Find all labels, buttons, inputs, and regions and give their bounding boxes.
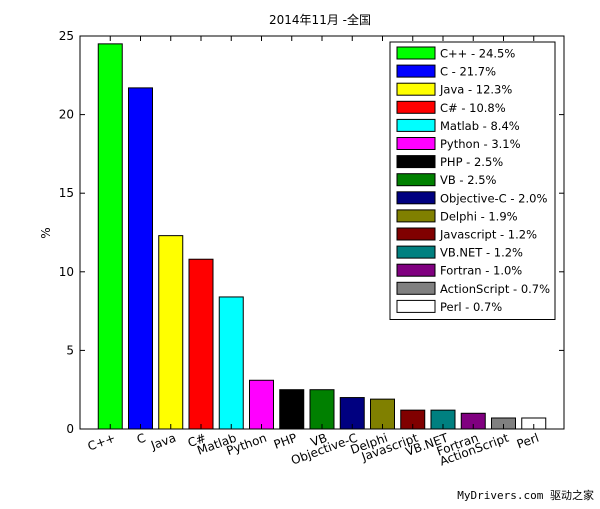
x-tick-label: C: [135, 431, 148, 447]
legend-swatch: [396, 64, 436, 78]
legend-swatch: [396, 227, 436, 241]
legend-label: Matlab - 8.4%: [440, 119, 520, 133]
legend-label: Java - 12.3%: [439, 83, 512, 97]
legend-swatch: [396, 299, 436, 313]
x-tick-label: PHP: [272, 431, 299, 452]
legend: C++ - 24.5% C - 21.7% Java - 12.3% C# - 10.…: [389, 41, 556, 320]
legend-label: ActionScript - 0.7%: [440, 282, 550, 296]
legend-label: Objective-C - 2.0%: [440, 191, 547, 205]
legend-label: Delphi - 1.9%: [440, 209, 518, 223]
y-tick-label: 20: [59, 108, 74, 122]
bar: [128, 87, 153, 430]
legend-label: C++ - 24.5%: [440, 47, 515, 61]
legend-swatch: [396, 155, 436, 169]
legend-label: VB.NET - 1.2%: [440, 246, 523, 260]
bar: [309, 389, 335, 430]
legend-swatch: [396, 46, 436, 60]
legend-swatch: [396, 263, 436, 277]
legend-label: PHP - 2.5%: [440, 155, 503, 169]
legend-swatch: [396, 100, 436, 114]
legend-label: Perl - 0.7%: [440, 300, 502, 314]
legend-label: Javascript - 1.2%: [439, 228, 537, 242]
bar: [97, 43, 123, 430]
y-tick-label: 25: [59, 29, 74, 43]
bar: [279, 389, 305, 430]
bars: [97, 43, 547, 430]
legend-swatch: [396, 245, 436, 259]
legend-label: C - 21.7%: [440, 65, 496, 79]
legend-label: Python - 3.1%: [440, 137, 521, 151]
watermark: MyDrivers.com 驱动之家: [457, 489, 594, 502]
y-axis-label: %: [39, 227, 53, 238]
legend-label: C# - 10.8%: [440, 101, 506, 115]
bar: [158, 235, 184, 430]
legend-swatch: [396, 209, 436, 223]
y-axis: 0 5 10 15 20 25: [59, 29, 564, 436]
y-tick-label: 15: [59, 186, 74, 200]
x-tick-label: VB: [309, 431, 329, 450]
bar: [218, 296, 244, 430]
legend-swatch: [396, 82, 436, 96]
legend-swatch: [396, 137, 436, 150]
legend-swatch: [396, 173, 436, 187]
legend-swatch: [396, 118, 436, 132]
legend-label: VB - 2.5%: [440, 173, 497, 187]
x-tick-label: Java: [148, 431, 178, 453]
y-tick-label: 0: [66, 422, 74, 436]
y-tick-label: 5: [66, 343, 74, 357]
x-tick-label: C#: [186, 431, 208, 450]
legend-swatch: [396, 191, 436, 205]
x-tick-label: Perl: [515, 431, 541, 452]
bar: [188, 258, 214, 430]
legend-label: Fortran - 1.0%: [440, 264, 522, 278]
x-tick-label: C++: [86, 431, 118, 454]
bar: [249, 379, 274, 430]
y-tick-label: 10: [59, 265, 74, 279]
legend-swatch: [396, 281, 436, 295]
chart-title: 2014年11月 -全国: [269, 12, 371, 27]
